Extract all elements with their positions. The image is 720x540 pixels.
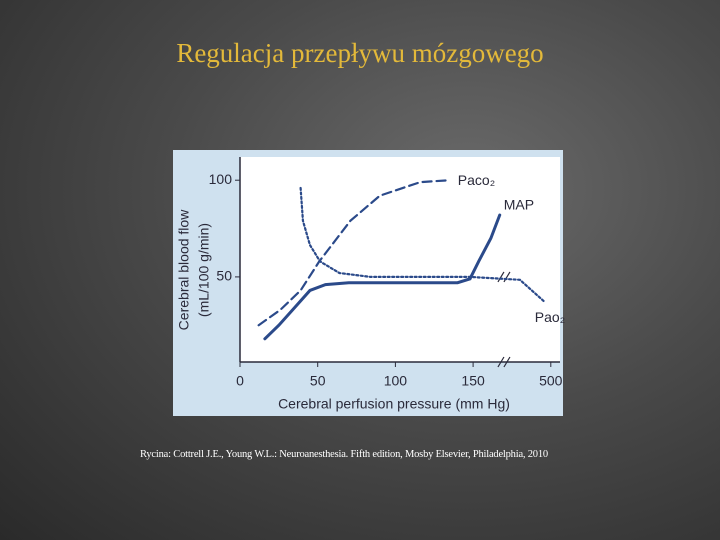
x-tick-label: 150 — [461, 373, 485, 389]
axis-break — [497, 356, 505, 368]
data-line — [257, 179, 451, 327]
x-tick-label: 0 — [236, 373, 244, 389]
series-label: MAP — [504, 197, 534, 213]
data-line — [263, 213, 502, 341]
series-label: Pao₂ — [535, 309, 565, 325]
x-axis-label: Cerebral perfusion pressure (mm Hg) — [278, 396, 510, 412]
series-label: Paco₂ — [458, 172, 495, 188]
caption: Rycina: Cottrell J.E., Young W.L.: Neuro… — [140, 449, 548, 460]
axis-break — [497, 271, 505, 283]
data-line — [299, 186, 546, 304]
x-tick-label: 50 — [310, 373, 326, 389]
x-tick-label: 500 — [539, 373, 563, 389]
y-tick-label: 100 — [209, 171, 233, 187]
y-tick-label: 50 — [216, 268, 232, 284]
slide-title: Regulacja przepływu mózgowego — [176, 38, 544, 68]
y-axis-label: Cerebral blood flow — [176, 209, 192, 331]
y-axis-label: (mL/100 g/min) — [196, 223, 212, 317]
axis-break — [503, 271, 511, 283]
plot-area — [240, 157, 560, 362]
x-tick-label: 100 — [384, 373, 408, 389]
axis-break — [503, 356, 511, 368]
